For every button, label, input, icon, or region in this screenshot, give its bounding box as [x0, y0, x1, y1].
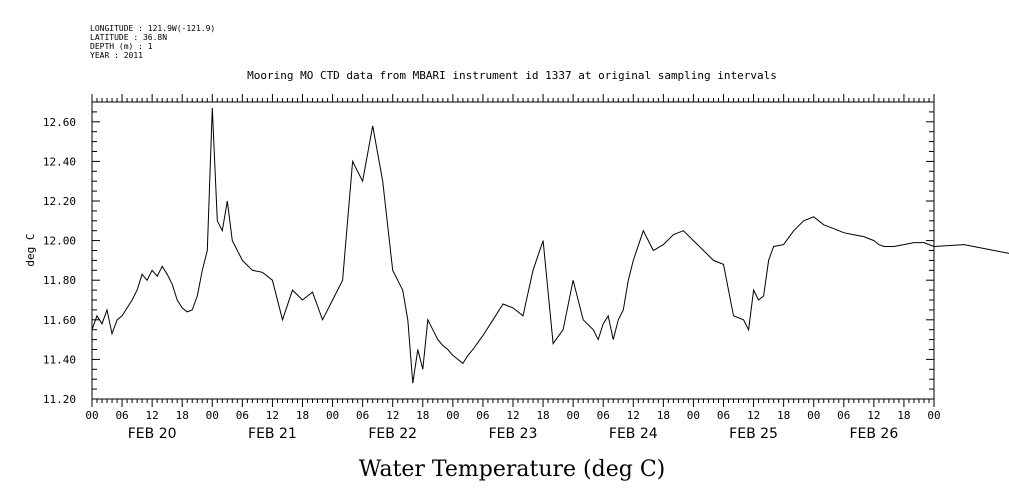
x-axis-title: Water Temperature (deg C) [359, 457, 666, 482]
x-date-label: FEB 20 [128, 426, 177, 442]
x-axis-hour-labels: 00 06 12 18 00 06 12 18 00 06 12 18 00 06 12 18 00 06 12 18… [85, 409, 940, 422]
x-hour-label: 12 [867, 409, 880, 422]
y-tick-label: 11.60 [43, 314, 76, 327]
temperature-series-line [91, 107, 1009, 384]
y-axis-label: deg C [24, 233, 37, 266]
x-hour-label: 18 [536, 409, 549, 422]
x-axis-ticks [91, 94, 935, 407]
x-hour-label: 06 [837, 409, 850, 422]
x-hour-label: 18 [296, 409, 309, 422]
y-axis-ticks [92, 101, 934, 400]
x-hour-label: 12 [266, 409, 279, 422]
y-tick-label: 12.40 [43, 155, 76, 168]
x-hour-label: 06 [476, 409, 489, 422]
y-axis-tick-labels: 11.20 11.40 11.60 11.80 12.00 12.20 12.40 12.60 [43, 116, 76, 406]
x-hour-label: 12 [386, 409, 399, 422]
x-hour-label: 12 [506, 409, 519, 422]
x-hour-label: 00 [85, 409, 98, 422]
x-hour-label: 00 [446, 409, 459, 422]
depth-label: DEPTH (m) : 1 [90, 42, 153, 51]
x-hour-label: 00 [326, 409, 339, 422]
latitude-label: LATITUDE : 36.8N [90, 33, 167, 42]
x-hour-label: 06 [115, 409, 128, 422]
y-tick-label: 12.00 [43, 235, 76, 248]
x-date-label: FEB 23 [489, 426, 538, 442]
x-hour-label: 12 [627, 409, 640, 422]
y-tick-label: 11.80 [43, 274, 76, 287]
x-date-label: FEB 22 [368, 426, 417, 442]
x-hour-label: 18 [777, 409, 790, 422]
x-hour-label: 06 [597, 409, 610, 422]
x-hour-label: 00 [567, 409, 580, 422]
y-tick-label: 11.20 [43, 393, 76, 406]
x-hour-label: 06 [236, 409, 249, 422]
x-hour-label: 00 [687, 409, 700, 422]
y-tick-label: 11.40 [43, 353, 76, 366]
x-hour-label: 00 [927, 409, 940, 422]
x-date-label: FEB 26 [849, 426, 898, 442]
x-hour-label: 18 [416, 409, 429, 422]
x-axis-date-labels: FEB 20 FEB 21 FEB 22 FEB 23 FEB 24 FEB 25 FEB … [128, 426, 899, 442]
x-date-label: FEB 21 [248, 426, 297, 442]
x-hour-label: 06 [717, 409, 730, 422]
y-tick-label: 12.60 [43, 116, 76, 129]
chart-title: Mooring MO CTD data from MBARI instrumen… [247, 69, 777, 82]
x-date-label: FEB 24 [609, 426, 658, 442]
x-hour-label: 18 [657, 409, 670, 422]
x-date-label: FEB 25 [729, 426, 778, 442]
x-hour-label: 12 [747, 409, 760, 422]
x-hour-label: 06 [356, 409, 369, 422]
x-hour-label: 00 [206, 409, 219, 422]
year-label: YEAR : 2011 [90, 51, 143, 60]
y-tick-label: 12.20 [43, 195, 76, 208]
longitude-label: LONGITUDE : 121.9W(-121.9) [90, 24, 215, 33]
x-hour-label: 18 [176, 409, 189, 422]
x-hour-label: 12 [146, 409, 159, 422]
x-hour-label: 18 [897, 409, 910, 422]
x-hour-label: 00 [807, 409, 820, 422]
plot-frame [91, 101, 935, 400]
